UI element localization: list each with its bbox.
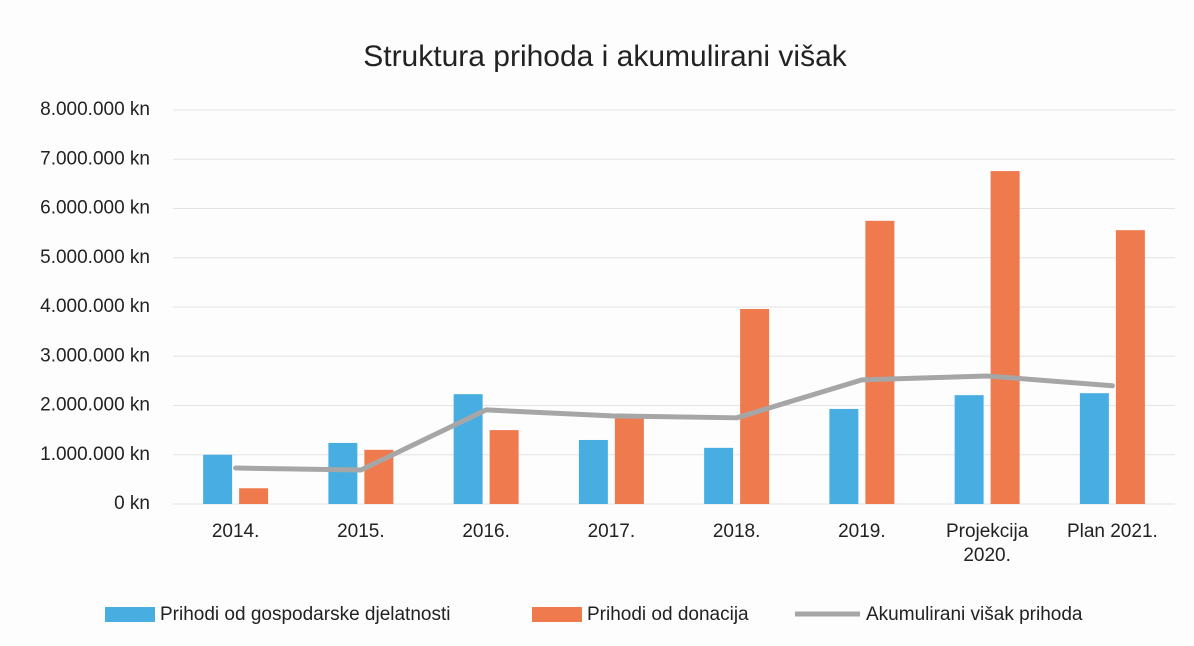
- y-tick-label: 2.000.000 kn: [40, 395, 150, 416]
- legend-swatch: [105, 607, 155, 622]
- y-tick-label: 3.000.000 kn: [40, 345, 150, 366]
- bar: [614, 417, 644, 504]
- x-tick-label: Plan 2021.: [1066, 521, 1158, 542]
- legend-label: Prihodi od gospodarske djelatnosti: [160, 604, 450, 625]
- bar: [453, 394, 483, 504]
- y-tick-label: 8.000.000 kn: [40, 99, 150, 120]
- x-tick-label: 2015.: [337, 521, 385, 542]
- legend-label: Prihodi od donacija: [587, 604, 749, 625]
- bar: [954, 395, 984, 504]
- y-tick-label: 5.000.000 kn: [40, 247, 150, 268]
- chart-title: Struktura prihoda i akumulirani višak: [363, 40, 848, 73]
- y-tick-label: 0 kn: [114, 493, 150, 514]
- bar: [239, 488, 269, 504]
- x-tick-label: Projekcija 2020.: [945, 521, 1029, 566]
- bar: [990, 171, 1020, 504]
- bar: [203, 454, 233, 504]
- bar: [1115, 230, 1145, 505]
- x-tick-label: 2019.: [838, 521, 886, 542]
- x-tick-label: 2017.: [587, 521, 636, 542]
- x-tick-label: 2016.: [462, 521, 510, 542]
- y-tick-label: 1.000.000 kn: [40, 444, 150, 465]
- line: [233, 373, 1115, 473]
- y-tick-label: 7.000.000 kn: [40, 148, 150, 169]
- bar: [865, 220, 895, 504]
- bar: [704, 447, 734, 504]
- x-tick-label: 2014.: [211, 521, 260, 542]
- bar: [740, 308, 770, 504]
- y-tick-label: 4.000.000 kn: [40, 296, 150, 317]
- legend-swatch: [532, 607, 582, 622]
- bar: [829, 408, 859, 504]
- y-tick-label: 6.000.000 kn: [40, 198, 150, 219]
- bar: [328, 442, 358, 504]
- bar: [1079, 393, 1109, 504]
- bar: [578, 439, 608, 504]
- x-tick-label: 2018.: [712, 521, 761, 542]
- legend-label: Akumulirani višak prihoda: [866, 604, 1083, 625]
- bar: [489, 430, 519, 504]
